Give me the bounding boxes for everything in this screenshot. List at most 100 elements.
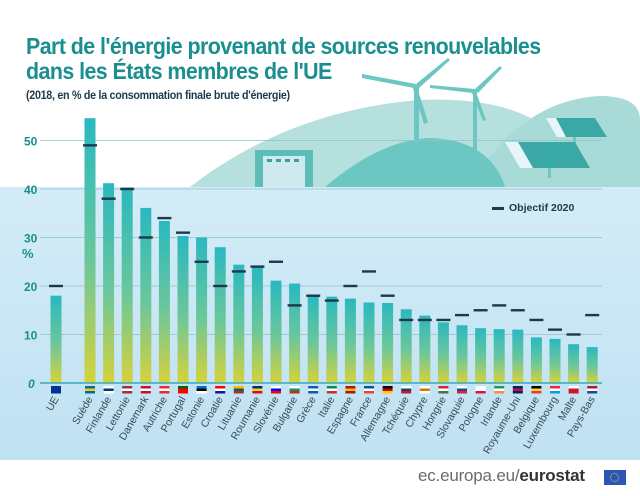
target-marker xyxy=(138,236,153,239)
flag-stripe xyxy=(51,391,61,394)
bar xyxy=(289,283,301,383)
bar xyxy=(456,325,468,383)
target-marker xyxy=(436,318,451,322)
flag-stripe xyxy=(308,386,319,389)
flag-stripe xyxy=(103,391,114,394)
flag-stripe xyxy=(159,388,170,391)
flag-stripe xyxy=(178,391,188,394)
hill-right xyxy=(470,96,640,187)
flag-stripe xyxy=(326,391,337,394)
bar-chart: 0 10 20 30 40 50 % UE SuèdeFinlandeLettonieDan… xyxy=(22,118,602,456)
flag-stripe xyxy=(364,391,374,394)
bar xyxy=(344,298,356,383)
bar xyxy=(140,207,152,383)
flag-stripe xyxy=(345,388,356,391)
target-markers xyxy=(49,144,600,336)
flag-stripe xyxy=(531,391,542,394)
flag-stripe xyxy=(271,388,281,391)
wind-turbine-icon xyxy=(430,66,502,187)
title-line-1: Part de l'énergie provenant de sources r… xyxy=(26,33,541,59)
flag-stripe xyxy=(289,386,300,389)
flag-stripe xyxy=(103,388,114,391)
target-marker xyxy=(157,216,172,220)
bar xyxy=(512,329,524,383)
target-marker xyxy=(250,265,265,268)
bar xyxy=(158,221,170,383)
flag-stripe xyxy=(51,388,61,391)
flag-stripe xyxy=(345,386,356,389)
flag-stripe xyxy=(475,391,486,394)
flag-stripe xyxy=(457,391,467,394)
target-marker xyxy=(510,309,525,312)
flag-stripe xyxy=(550,386,560,389)
flag-stripe xyxy=(475,386,486,389)
target-marker xyxy=(417,318,432,322)
bar xyxy=(363,302,375,383)
flag-stripe xyxy=(326,386,337,389)
dam-icon xyxy=(255,150,313,187)
flag-stripe xyxy=(494,391,505,394)
flag-stripe xyxy=(419,391,430,394)
y-axis-ticks: 0 10 20 30 40 50 xyxy=(24,135,38,392)
flag-stripe xyxy=(512,388,523,391)
flag-stripe xyxy=(457,388,467,391)
flag-stripe xyxy=(271,391,281,394)
flag-stripe xyxy=(587,386,598,389)
flag-stripe xyxy=(140,386,151,389)
gridlines xyxy=(40,140,602,335)
flag-stripe xyxy=(457,386,467,389)
flag-stripe xyxy=(51,386,61,389)
x-tick-label: Grèce xyxy=(294,394,319,425)
target-marker xyxy=(83,144,97,147)
flag-stripe xyxy=(550,388,560,391)
target-marker xyxy=(120,187,135,191)
bar xyxy=(177,236,189,383)
flag-stripe xyxy=(494,386,505,389)
flag-stripe xyxy=(364,386,374,389)
flag-stripe xyxy=(85,386,95,389)
bar xyxy=(326,296,338,383)
flag-stripe xyxy=(85,388,95,391)
flag-stripe xyxy=(512,386,523,389)
flag-stripe xyxy=(215,388,226,391)
bar xyxy=(568,344,580,383)
flag-stripe xyxy=(401,386,412,389)
x-axis-labels: UE SuèdeFinlandeLettonieDanemarkAutricheP… xyxy=(44,394,598,456)
flag-stripe xyxy=(364,388,374,391)
target-marker xyxy=(287,304,302,307)
flag-stripe xyxy=(85,391,95,394)
footer-domain: ec.europa.eu/ xyxy=(418,466,520,485)
bar xyxy=(307,295,319,383)
flag-stripe xyxy=(196,386,207,389)
chart-title: Part de l'énergie provenant de sources r… xyxy=(26,34,541,84)
bar xyxy=(121,187,133,383)
flag-stripe xyxy=(233,386,244,389)
bar xyxy=(270,280,282,383)
source-footer: ec.europa.eu/eurostat xyxy=(418,466,585,486)
renewable-energy-illustration xyxy=(190,58,640,187)
target-marker xyxy=(548,328,562,331)
target-dash-icon xyxy=(492,206,504,210)
flag-stripe xyxy=(159,386,170,389)
flag-stripe xyxy=(587,391,598,394)
flag-stripe xyxy=(401,388,412,391)
flag-stripe xyxy=(122,391,133,394)
target-marker xyxy=(455,313,469,317)
flag-stripe xyxy=(103,386,114,389)
y-tick-label: 40 xyxy=(24,183,38,197)
flag-stripe xyxy=(345,391,356,394)
flag-stripe xyxy=(289,391,300,394)
flag-stripe xyxy=(140,391,151,394)
legend-label: Objectif 2020 xyxy=(509,202,575,214)
flag-stripe xyxy=(568,388,579,391)
bar xyxy=(419,315,431,383)
y-tick-label: 30 xyxy=(24,232,38,246)
bars xyxy=(50,118,598,383)
flag-stripe xyxy=(512,391,523,394)
flag-stripe xyxy=(419,386,430,389)
bar xyxy=(233,264,245,383)
flag-stripe xyxy=(140,388,151,391)
bar xyxy=(382,302,394,383)
flag-stripe xyxy=(215,386,226,389)
chart-subtitle: (2018, en % de la consommation finale br… xyxy=(26,90,290,102)
